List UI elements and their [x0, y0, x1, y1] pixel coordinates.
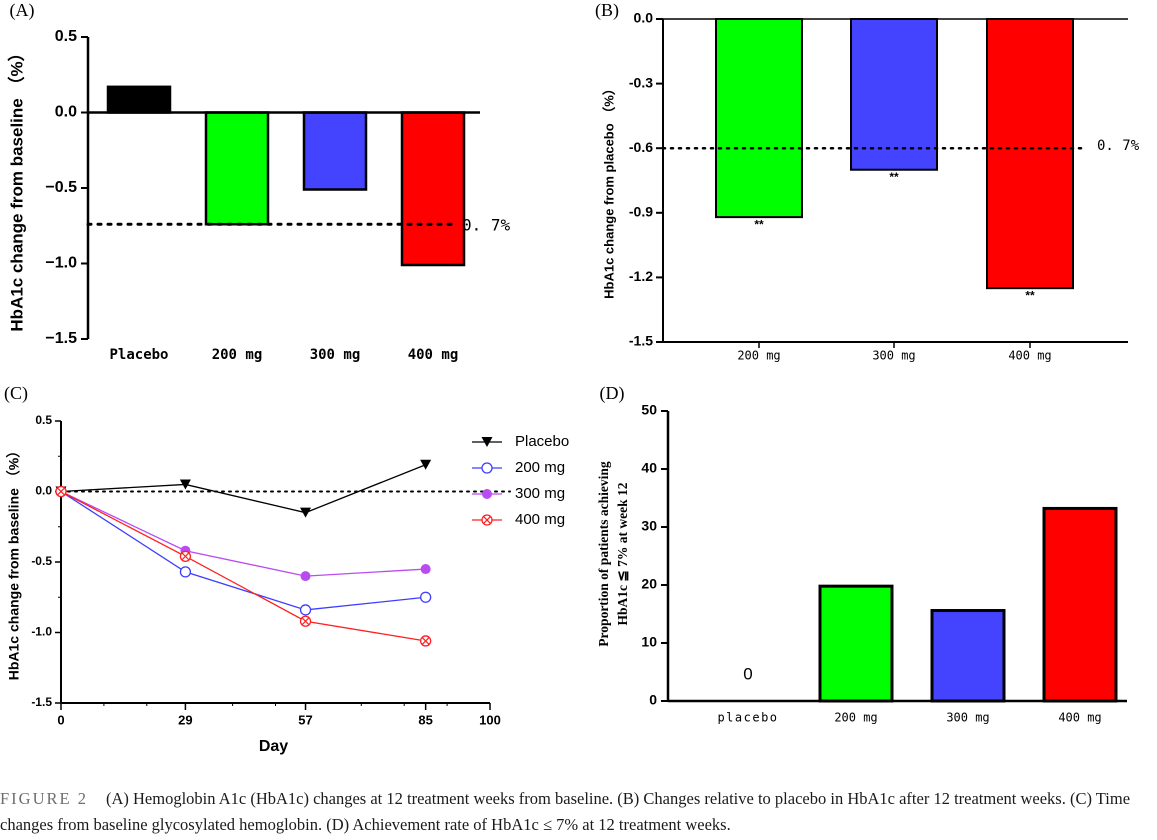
caption-text: (A) Hemoglobin A1c (HbA1c) changes at 12… [0, 789, 1131, 834]
x-axis-label-c: Day [259, 738, 288, 755]
legend-marker-c-placebo [481, 437, 493, 447]
point-c-placebo [300, 507, 312, 518]
x-tick-label-d: 400 mg [1058, 711, 1101, 725]
x-tick-label-d: placebo [717, 711, 778, 725]
y-tick-label-c: 0.0 [35, 484, 52, 498]
y-axis-label-b: HbA1c change from placebo （%） [601, 82, 616, 299]
x-tick-label-c: 0 [57, 712, 64, 727]
x-tick-label-a: 300 mg [310, 347, 361, 363]
point-c-400-mg [299, 615, 312, 627]
y-tick-label-d: 20 [641, 576, 657, 592]
point-c-300-mg [420, 564, 431, 575]
x-tick-label-b: 400 mg [1008, 349, 1051, 363]
bar-b-400-mg [986, 18, 1074, 290]
series-line-c-300-mg [60, 490, 426, 577]
series-line-c-placebo [60, 464, 426, 514]
legend-label-c-300-mg: 300 mg [515, 485, 565, 502]
legend-label-c-placebo: Placebo [515, 433, 569, 450]
series-line-c-400-mg [60, 490, 426, 642]
point-c-400-mg [55, 485, 67, 498]
x-tick-label-b: 200 mg [737, 349, 780, 363]
legend-marker-c-300-mg [482, 489, 492, 499]
data-label-d: 0 [743, 664, 752, 683]
point-c-300-mg [300, 571, 311, 582]
y-axis-label-a: HbA1c change from baseline （%） [6, 44, 26, 331]
legend-label-c-200-mg: 200 mg [515, 459, 565, 476]
y-tick-label-b: -0.9 [629, 204, 653, 220]
y-tick-label-a: 0.5 [55, 28, 77, 45]
y-tick-label-d: 40 [641, 460, 657, 476]
x-tick-label-a: Placebo [109, 347, 168, 363]
bar-a-placebo [106, 85, 172, 114]
significance-marker-b: ** [889, 170, 899, 184]
y-tick-label-a: −1.5 [45, 330, 77, 347]
x-tick-label-c: 57 [298, 712, 312, 727]
point-c-400-mg [419, 635, 432, 647]
y-tick-label-b: -0.6 [629, 139, 653, 155]
x-tick-label-d: 300 mg [946, 711, 989, 725]
y-axis-label-d-line2: HbA1c ≦ 7% at week 12 [615, 482, 630, 625]
point-c-400-mg-cross [57, 487, 65, 496]
x-tick-label-c: 100 [479, 712, 501, 727]
reference-label-b: 0. 7% [1097, 138, 1140, 154]
y-axis-label-d-line1: Proportion of patients achieving [596, 461, 611, 647]
panel-label-d: (D) [600, 383, 625, 404]
y-tick-label-d: 30 [641, 518, 657, 534]
y-tick-label-c: -1.5 [31, 695, 52, 709]
point-c-400-mg-cross [181, 552, 190, 561]
y-tick-label-a: −0.5 [45, 179, 77, 196]
y-tick-label-b: -1.2 [629, 268, 653, 284]
bar-b-300-mg [850, 18, 938, 171]
y-tick-label-c: -0.5 [31, 554, 52, 568]
reference-label-a: 0. 7% [462, 216, 511, 235]
point-c-400-mg-cross [301, 617, 310, 626]
point-c-400-mg [179, 550, 192, 563]
panel-label-a: (A) [10, 0, 35, 21]
y-tick-label-a: 0.0 [55, 104, 77, 121]
y-tick-label-b: 0.0 [634, 10, 654, 26]
bar-a-300-mg [302, 111, 368, 191]
legend-marker-c-400-mg [481, 514, 493, 526]
bar-d-300-mg [930, 609, 1006, 703]
point-c-200-mg [299, 604, 312, 616]
bar-a-400-mg [400, 111, 466, 267]
x-tick-label-d: 200 mg [834, 711, 877, 725]
series-line-c-200-mg [60, 490, 426, 611]
panel-label-c: (C) [4, 383, 28, 404]
y-tick-label-c: 0.5 [35, 413, 52, 427]
x-tick-label-c: 85 [418, 712, 432, 727]
y-tick-label-a: −1.0 [45, 255, 77, 272]
significance-marker-b: ** [754, 217, 764, 231]
legend-marker-c-200-mg [481, 462, 493, 474]
point-c-placebo [179, 479, 191, 490]
x-tick-label-a: 200 mg [212, 347, 263, 363]
figure: (A) 0.5 0.0 −0.5 −1.0 −1.5 HbA1c change from b… [4, 0, 1140, 755]
y-axis-label-c: HbA1c change from baseline （%） [6, 444, 22, 681]
bar-d-400-mg [1042, 506, 1118, 703]
significance-marker-b: ** [1025, 288, 1035, 302]
x-tick-label-c: 29 [178, 712, 192, 727]
caption-label: FIGURE 2 [0, 789, 88, 808]
point-c-placebo [420, 459, 432, 470]
point-c-200-mg [179, 566, 192, 578]
x-tick-label-b: 300 mg [872, 349, 915, 363]
y-tick-label-d: 50 [641, 402, 657, 418]
x-tick-label-a: 400 mg [408, 347, 459, 363]
point-c-200-mg [419, 591, 432, 603]
legend-marker-c-400-mg-cross [483, 516, 491, 524]
panel-label-b: (B) [595, 0, 619, 21]
bar-d-200-mg [818, 584, 894, 703]
y-tick-label-d: 10 [641, 634, 657, 650]
point-c-400-mg-cross [421, 637, 430, 645]
y-tick-label-b: -0.3 [629, 74, 653, 90]
legend-label-c-400-mg: 400 mg [515, 511, 565, 528]
figure-caption: FIGURE 2 (A) Hemoglobin A1c (HbA1c) chang… [0, 786, 1150, 838]
bar-b-200-mg [715, 18, 803, 219]
bar-a-200-mg [204, 111, 270, 226]
y-tick-label-c: -1.0 [31, 625, 52, 639]
y-tick-label-b: -1.5 [629, 333, 653, 349]
y-tick-label-d: 0 [649, 692, 657, 708]
